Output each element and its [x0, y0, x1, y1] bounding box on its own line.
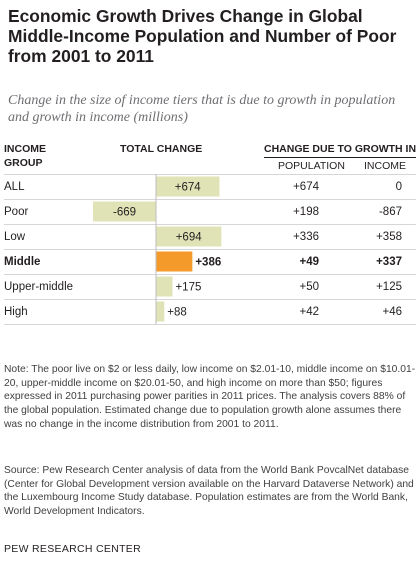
- population-value: +49: [299, 255, 319, 268]
- population-value: +198: [293, 205, 319, 218]
- row-label-all: ALL: [4, 180, 25, 193]
- row-label-middle: Middle: [4, 255, 41, 268]
- income-value: 0: [395, 180, 402, 193]
- header-change-due-to-growth: CHANGE DUE TO GROWTH IN: [264, 143, 417, 155]
- bar-low: [156, 226, 222, 247]
- bar-label-all: +674: [175, 182, 202, 194]
- income-value: -867: [378, 205, 402, 218]
- row-separator: [4, 299, 416, 300]
- row-label-upper-middle: Upper-middle: [4, 280, 74, 293]
- header-growth-rule: [264, 157, 416, 158]
- bar-all: [156, 176, 220, 197]
- population-value: +50: [299, 280, 319, 293]
- bar-high: [156, 301, 165, 322]
- header-total-change: TOTAL CHANGE: [120, 143, 203, 155]
- header-income-group-line1: INCOME: [4, 143, 46, 155]
- row-label-high: High: [4, 305, 28, 318]
- population-value: +42: [299, 305, 319, 318]
- bar-label-high: +88: [167, 307, 187, 319]
- source-text: Source: Pew Research Center analysis of …: [4, 465, 414, 518]
- row-separator: [4, 249, 416, 250]
- chart-subtitle: Change in the size of income tiers that …: [8, 93, 396, 125]
- bar-label-upper-middle: +175: [175, 282, 201, 294]
- bar-poor: [93, 201, 156, 222]
- bar-label-low: +694: [176, 232, 203, 244]
- income-value: +125: [376, 280, 402, 293]
- row-separator: [4, 324, 416, 325]
- row-label-low: Low: [4, 230, 26, 243]
- note-text: Note: The poor live on $2 or less daily,…: [4, 364, 416, 430]
- footer-brand: PEW RESEARCH CENTER: [4, 543, 141, 555]
- row-separator: [4, 274, 416, 275]
- header-income: INCOME: [364, 160, 406, 172]
- header-population: POPULATION: [278, 160, 345, 172]
- bar-label-middle: +386: [195, 257, 221, 269]
- table-top-rule: [4, 174, 416, 175]
- population-value: +336: [293, 230, 319, 243]
- chart-title: Economic Growth Drives Change in Global …: [8, 6, 397, 66]
- header-income-group-line2: GROUP: [4, 157, 43, 169]
- bar-middle: [156, 251, 193, 272]
- income-value: +337: [376, 255, 402, 268]
- row-label-poor: Poor: [4, 205, 29, 218]
- row-separator: [4, 199, 416, 200]
- income-value: +358: [376, 230, 402, 243]
- population-value: +674: [293, 180, 319, 193]
- bar-label-poor: -669: [113, 207, 136, 219]
- income-value: +46: [382, 305, 402, 318]
- row-separator: [4, 224, 416, 225]
- bar-upper-middle: [156, 276, 173, 297]
